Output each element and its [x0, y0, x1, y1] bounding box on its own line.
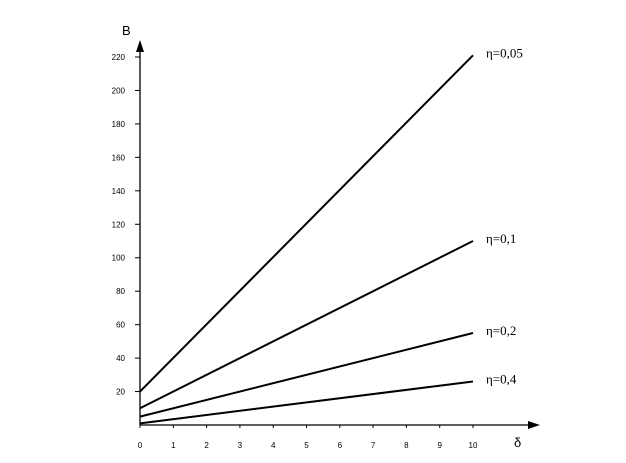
x-tick-label: 1 — [171, 441, 176, 450]
series-lines — [139, 54, 474, 425]
x-tick-label: 0 — [138, 441, 143, 450]
series-label: η=0,4 — [486, 372, 517, 387]
x-tick-label: 9 — [437, 441, 442, 450]
y-tick-label: 220 — [112, 53, 126, 62]
y-tick-label: 120 — [112, 220, 126, 229]
x-tick-label: 3 — [238, 441, 243, 450]
series-line — [139, 240, 474, 410]
series-line — [139, 54, 474, 393]
x-tick-label: 8 — [404, 441, 409, 450]
y-tick-label: 100 — [112, 254, 126, 263]
series-label: η=0,05 — [486, 45, 523, 60]
series-label: η=0,2 — [486, 323, 516, 338]
x-tick-label: 4 — [271, 441, 276, 450]
axes — [136, 40, 540, 429]
y-tick-label: 60 — [116, 321, 125, 330]
y-axis-label: B — [122, 23, 131, 38]
series-line — [139, 332, 474, 418]
y-tick-label: 200 — [112, 86, 126, 95]
x-tick-label: 7 — [371, 441, 376, 450]
x-tick-label: 5 — [304, 441, 309, 450]
y-tick-label: 160 — [112, 153, 126, 162]
x-axis-arrow — [528, 421, 540, 429]
y-tick-label: 180 — [112, 120, 126, 129]
x-tick-label: 6 — [338, 441, 343, 450]
ticks — [135, 56, 474, 428]
y-tick-label: 80 — [116, 287, 125, 296]
y-axis-arrow — [136, 40, 144, 52]
y-tick-label: 140 — [112, 187, 126, 196]
y-tick-label: 20 — [116, 388, 125, 397]
x-tick-label: 10 — [469, 441, 478, 450]
series-line — [139, 380, 474, 425]
x-axis-label: δ — [514, 435, 521, 450]
tick-labels: 0 1 2 3 4 5 6 7 8 9 10 20 40 60 80 100 120 140 160 180 200 22… — [112, 53, 478, 450]
series-labels: η=0,05 η=0,1 η=0,2 η=0,4 — [486, 45, 523, 386]
y-tick-label: 40 — [116, 354, 125, 363]
x-tick-label: 2 — [204, 441, 209, 450]
series-label: η=0,1 — [486, 231, 516, 246]
